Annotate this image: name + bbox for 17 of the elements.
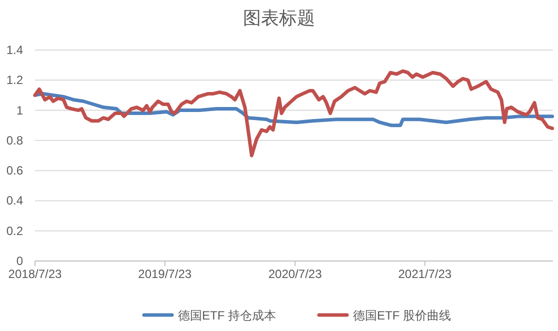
y-tick-label: 0.8 <box>6 133 24 148</box>
x-tick-label: 2018/7/23 <box>8 267 62 281</box>
y-tick-label: 1.2 <box>6 73 24 88</box>
x-tick-label: 2021/7/23 <box>398 267 452 281</box>
legend-label: 德国ETF 股价曲线 <box>353 308 451 322</box>
y-tick-label: 1.4 <box>6 43 24 57</box>
line-series <box>33 69 554 158</box>
x-tick-label: 2020/7/23 <box>268 267 322 281</box>
chart-title: 图表标题 <box>243 8 315 28</box>
y-tick-label: 0.6 <box>6 164 24 178</box>
x-tick-label: 2019/7/23 <box>138 267 192 281</box>
line-series <box>33 92 554 128</box>
y-tick-label: 1 <box>16 103 24 118</box>
y-tick-label: 0 <box>16 254 24 268</box>
y-tick-label: 0.2 <box>6 224 24 238</box>
legend-label: 德国ETF 持仓成本 <box>178 308 276 322</box>
y-tick-label: 0.4 <box>6 194 24 208</box>
